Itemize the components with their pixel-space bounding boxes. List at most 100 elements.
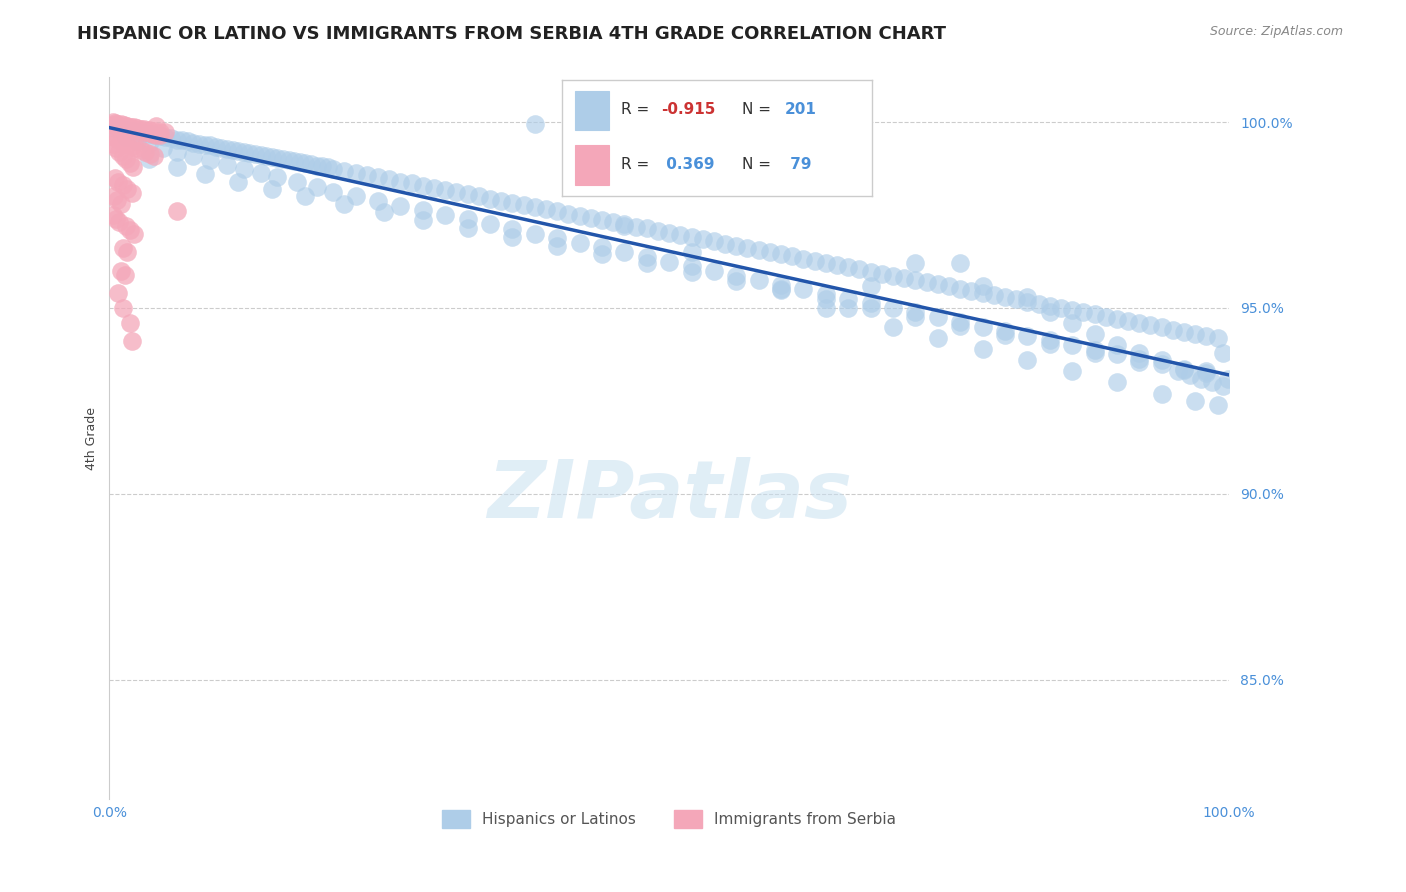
Point <box>882 301 904 315</box>
Point <box>117 137 139 152</box>
Text: R =: R = <box>621 157 650 172</box>
Point <box>110 197 132 211</box>
Point <box>172 133 194 147</box>
Point <box>111 301 134 315</box>
Point <box>468 189 491 203</box>
Point <box>523 117 546 131</box>
Point <box>198 138 221 153</box>
Point <box>132 125 155 139</box>
Point <box>138 136 160 151</box>
Point <box>121 334 143 349</box>
Point <box>344 166 367 180</box>
Point <box>283 154 305 169</box>
Point <box>1150 320 1173 334</box>
FancyBboxPatch shape <box>575 145 609 185</box>
Point <box>138 126 160 140</box>
Point <box>479 217 502 231</box>
Point <box>994 327 1017 342</box>
Point <box>107 175 129 189</box>
Point <box>692 232 714 246</box>
Point <box>423 181 446 195</box>
Point <box>703 235 725 249</box>
Point <box>501 222 523 236</box>
Point <box>127 134 149 148</box>
Point <box>927 310 949 325</box>
Point <box>166 204 188 219</box>
Point <box>725 268 748 283</box>
Point <box>1050 301 1073 315</box>
Point <box>457 212 479 227</box>
Point <box>949 318 972 333</box>
Point <box>814 256 837 270</box>
Point <box>658 226 681 240</box>
Point <box>501 195 523 210</box>
Point <box>128 124 150 138</box>
Point <box>568 209 591 223</box>
Point <box>1128 354 1150 368</box>
Point <box>1083 343 1105 357</box>
Point <box>703 264 725 278</box>
Text: R =: R = <box>621 103 650 118</box>
Point <box>294 189 316 203</box>
Point <box>110 134 132 148</box>
Point <box>636 250 658 264</box>
Point <box>138 153 160 167</box>
Point <box>669 228 692 243</box>
Point <box>271 153 294 167</box>
Point <box>127 125 149 139</box>
Point <box>681 259 703 273</box>
Point <box>105 211 128 226</box>
Point <box>681 230 703 244</box>
Point <box>1161 322 1184 336</box>
Point <box>105 119 128 133</box>
Point <box>138 146 160 161</box>
Point <box>1105 338 1128 352</box>
Point <box>115 123 138 137</box>
Point <box>1083 345 1105 359</box>
Point <box>770 247 793 261</box>
Point <box>434 208 457 222</box>
Point <box>893 271 915 285</box>
Point <box>104 116 127 130</box>
Point <box>1195 364 1218 378</box>
Point <box>108 145 131 159</box>
Point <box>104 120 127 135</box>
Point <box>103 189 125 203</box>
Point <box>177 135 200 149</box>
Point <box>972 342 994 356</box>
Point <box>1173 361 1195 376</box>
Point <box>780 249 803 263</box>
Point <box>101 118 124 132</box>
Point <box>311 159 333 173</box>
Point <box>115 153 138 167</box>
Point <box>1083 326 1105 341</box>
Point <box>1039 336 1062 351</box>
Point <box>243 147 266 161</box>
Point <box>254 149 277 163</box>
Point <box>209 141 232 155</box>
Point <box>122 120 145 135</box>
Point <box>994 290 1017 304</box>
Point <box>238 145 260 160</box>
Point <box>266 170 288 185</box>
Point <box>1212 345 1234 359</box>
Point <box>322 185 344 199</box>
Point <box>546 231 568 245</box>
Point <box>972 286 994 301</box>
Point <box>114 268 136 282</box>
Point <box>1128 345 1150 359</box>
Point <box>1150 357 1173 371</box>
Point <box>1184 326 1206 341</box>
Point <box>523 200 546 214</box>
Point <box>949 256 972 270</box>
Point <box>226 144 249 158</box>
Point <box>118 121 141 136</box>
Point <box>215 142 238 156</box>
Point <box>636 221 658 235</box>
Point <box>681 265 703 279</box>
Point <box>149 129 172 144</box>
Point <box>1039 304 1062 318</box>
Point <box>305 159 328 173</box>
Point <box>770 282 793 296</box>
Point <box>215 158 238 172</box>
